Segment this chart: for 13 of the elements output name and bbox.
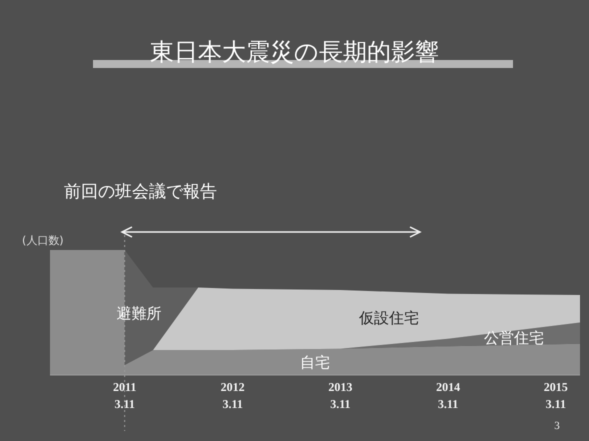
x-tick-label: 2012 3.11: [220, 380, 245, 411]
text: 前回の班会議で報告: [64, 182, 217, 202]
chart-title: 東日本大震災の長期的影響: [150, 38, 439, 66]
x-tick-label: 2011 3.11: [112, 380, 136, 411]
series-label: 公営住宅: [484, 329, 544, 348]
x-tick-label: 2013 3.11: [328, 380, 352, 411]
y-axis-title: (人口数): [22, 234, 64, 247]
series-label: 仮設住宅: [358, 309, 420, 328]
series-label: 自宅: [300, 353, 330, 372]
x-tick-label: 2014 3.11: [436, 380, 460, 411]
text: 3: [554, 420, 560, 432]
series-label: 避難所: [116, 304, 162, 322]
x-tick-label: 2015 3.11: [544, 380, 568, 411]
